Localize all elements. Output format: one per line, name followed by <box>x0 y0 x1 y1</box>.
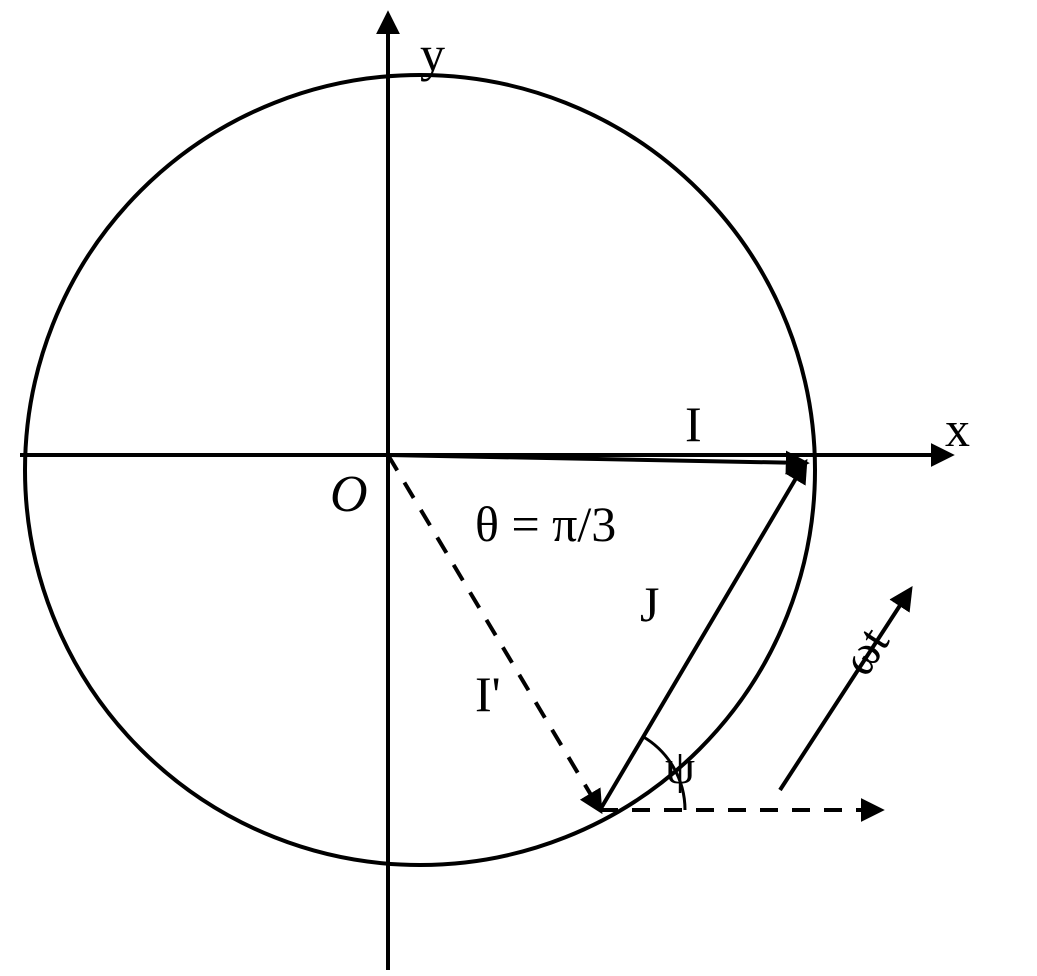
diagram-canvas <box>0 0 1037 976</box>
label-I: I <box>685 395 702 453</box>
label-I_prime: I' <box>475 665 501 723</box>
vector-omega-t <box>780 590 910 790</box>
label-origin: O <box>330 465 368 524</box>
label-J: J <box>640 575 659 633</box>
label-x_axis: x <box>945 400 970 458</box>
vector-j <box>600 463 805 810</box>
label-theta: θ = π/3 <box>475 495 616 553</box>
label-y_axis: y <box>420 25 445 83</box>
main-circle <box>25 75 815 865</box>
label-psi: ψ <box>665 740 695 795</box>
